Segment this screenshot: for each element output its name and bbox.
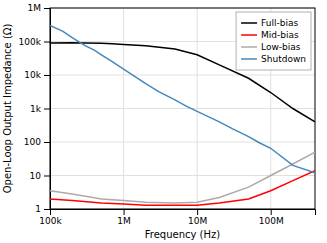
tick-mark	[44, 42, 50, 43]
series-line	[50, 171, 315, 206]
tick-label: 10	[30, 171, 42, 181]
grid-line-y	[50, 108, 315, 109]
tick-label: 1	[35, 204, 41, 214]
tick-mark	[44, 75, 50, 76]
legend-item: Low-bias	[241, 42, 301, 52]
tick: 100k	[39, 209, 62, 226]
x-axis-label: Frequency (Hz)	[145, 229, 221, 240]
tick: 100M	[259, 209, 284, 226]
grid-line-y	[50, 75, 315, 76]
tick-mark	[197, 209, 198, 215]
tick: 100	[24, 137, 50, 147]
series-line	[50, 152, 315, 203]
legend-swatch	[241, 46, 257, 48]
legend: Full-bias Mid-bias Low-bias Shutdown	[236, 12, 311, 70]
tick: 1k	[30, 104, 50, 114]
chart: 100k 1M 10M 100M 1 10 100 1k 10k 100k 1M Full-bias M…	[0, 0, 327, 243]
tick: 1	[35, 204, 50, 214]
legend-swatch	[241, 22, 257, 24]
tick-mark	[124, 209, 125, 215]
legend-label: Shutdown	[261, 54, 306, 64]
tick-mark	[44, 8, 50, 9]
tick-label: 100k	[19, 37, 42, 47]
axis-domain	[51, 210, 316, 216]
tick-label: 100k	[39, 216, 62, 226]
grid	[50, 8, 315, 209]
tick-label: 100M	[259, 216, 284, 226]
tick-mark	[271, 209, 272, 215]
legend-label: Full-bias	[261, 18, 298, 28]
grid-line-y	[50, 175, 315, 176]
series-line	[50, 26, 315, 173]
tick: 1M	[117, 209, 131, 226]
series-line	[50, 43, 315, 122]
legend-item: Shutdown	[241, 54, 306, 64]
legend-box	[236, 12, 311, 70]
tick: 10k	[24, 70, 50, 80]
plot-frame	[50, 8, 315, 209]
tick-label: 100	[24, 137, 41, 147]
plot: 100k 1M 10M 100M 1 10 100 1k 10k 100k 1M Full-bias M…	[19, 3, 316, 226]
tick-mark	[44, 109, 50, 110]
legend-item: Mid-bias	[241, 30, 299, 40]
y-axis-label: Open-Loop Output Impedance (Ω)	[2, 24, 13, 194]
y-axis: 1 10 100 1k 10k 100k 1M	[19, 3, 51, 214]
tick: 10M	[188, 209, 207, 226]
legend-label: Low-bias	[261, 42, 301, 52]
tick-label: 10k	[24, 70, 41, 80]
legend-item: Full-bias	[241, 18, 298, 28]
grid-line-y	[50, 142, 315, 143]
legend-swatch	[241, 58, 257, 60]
x-axis: 100k 1M 10M 100M	[39, 209, 315, 226]
tick-mark	[44, 176, 50, 177]
tick-label: 1k	[30, 104, 42, 114]
tick-mark	[44, 142, 50, 143]
legend-label: Mid-bias	[261, 30, 299, 40]
tick-label: 1M	[28, 3, 42, 13]
tick-label: 10M	[188, 216, 207, 226]
tick: 10	[30, 171, 50, 181]
axis-domain	[44, 9, 51, 210]
tick: 1M	[28, 3, 51, 13]
legend-swatch	[241, 34, 257, 36]
tick-label: 1M	[117, 216, 131, 226]
tick: 100k	[19, 37, 50, 47]
tick-mark	[44, 209, 50, 210]
